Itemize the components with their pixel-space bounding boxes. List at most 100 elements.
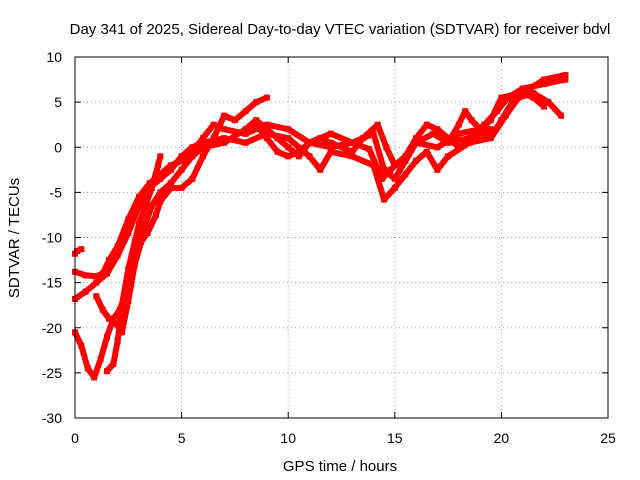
data-point [78,342,85,349]
data-point [391,175,398,182]
data-point [379,175,385,182]
data-point [541,81,547,88]
data-point [93,293,100,300]
data-point [110,360,117,367]
data-point [263,94,270,101]
data-point [99,306,106,313]
data-point [199,144,206,151]
data-point [199,139,206,146]
data-point [82,288,89,295]
data-point [97,356,104,363]
data-point [146,180,153,187]
data-point [136,193,142,200]
data-point [370,130,377,137]
x-tick-label: 20 [494,430,510,446]
data-point [455,121,462,128]
data-point [487,117,494,124]
data-point [489,130,496,137]
data-point [157,198,164,205]
data-point [430,130,437,137]
data-point [221,139,228,146]
data-point [155,162,162,169]
data-point [144,230,151,236]
data-point [541,103,547,110]
series-track-6 [93,94,270,336]
data-point [142,221,149,227]
data-point [136,221,142,227]
y-axis-label: SDTVAR / TECUs [6,178,23,298]
data-point [455,130,462,137]
data-point [221,112,228,119]
data-point [93,279,100,286]
data-point [93,273,100,280]
data-point [125,216,132,223]
data-point [148,184,155,191]
data-point [466,135,473,142]
data-point [519,90,526,97]
data-point [434,166,441,173]
data-point [131,239,138,245]
data-point [253,99,260,106]
data-point [274,148,281,155]
data-point [455,144,462,151]
data-point [106,315,113,322]
data-point [148,202,155,209]
data-point [423,121,430,128]
y-tick-label: -20 [42,320,62,336]
data-point [167,166,174,173]
data-point [114,243,121,250]
data-point [359,135,366,142]
data-point [82,272,89,279]
data-point [91,374,98,381]
data-point [558,112,565,119]
data-point [327,139,334,146]
data-point [189,175,196,182]
data-point [221,135,228,142]
x-axis-label: GPS time / hours [283,458,397,475]
data-point [112,320,119,327]
data-point [189,153,196,160]
x-tick-label: 25 [600,430,616,446]
data-point [153,211,159,218]
y-tick-label: -5 [50,184,63,200]
series-line [72,76,569,280]
data-point [157,175,164,182]
data-point [199,135,206,142]
data-point [445,153,452,160]
data-point [199,153,206,160]
data-point [285,153,292,160]
x-tick-label: 5 [178,430,186,446]
y-tick-label: -25 [42,365,62,381]
data-point [295,148,302,155]
data-point [413,135,420,142]
data-point [114,252,121,259]
data-point [125,230,132,236]
data-point [189,144,196,151]
y-tick-label: 5 [54,94,62,110]
x-tick-label: 10 [280,430,296,446]
chart-title: Day 341 of 2025, Sidereal Day-to-day VTE… [70,21,611,38]
data-point [178,166,185,173]
data-point [142,202,149,209]
data-point [242,139,249,146]
axis-ticks: 0 5 10 15 20 25 -30 -25 -20 -15 -10 -5 0 5 10 [42,49,616,446]
data-point [178,184,185,191]
data-point [167,180,174,187]
data-point [118,302,125,309]
data-point [125,297,132,304]
data-point [423,148,430,155]
y-tick-label: -30 [42,410,62,426]
series-track-3 [72,72,569,381]
series-track-5 [104,153,164,375]
data-point [274,135,281,142]
data-point [157,171,164,178]
data-point [327,148,334,155]
data-point [402,153,409,160]
data-point [509,99,516,106]
data-point [562,72,569,79]
data-point [118,329,125,336]
data-point [349,148,356,155]
data-point [285,135,292,142]
data-point [189,148,196,155]
data-point [387,166,394,173]
